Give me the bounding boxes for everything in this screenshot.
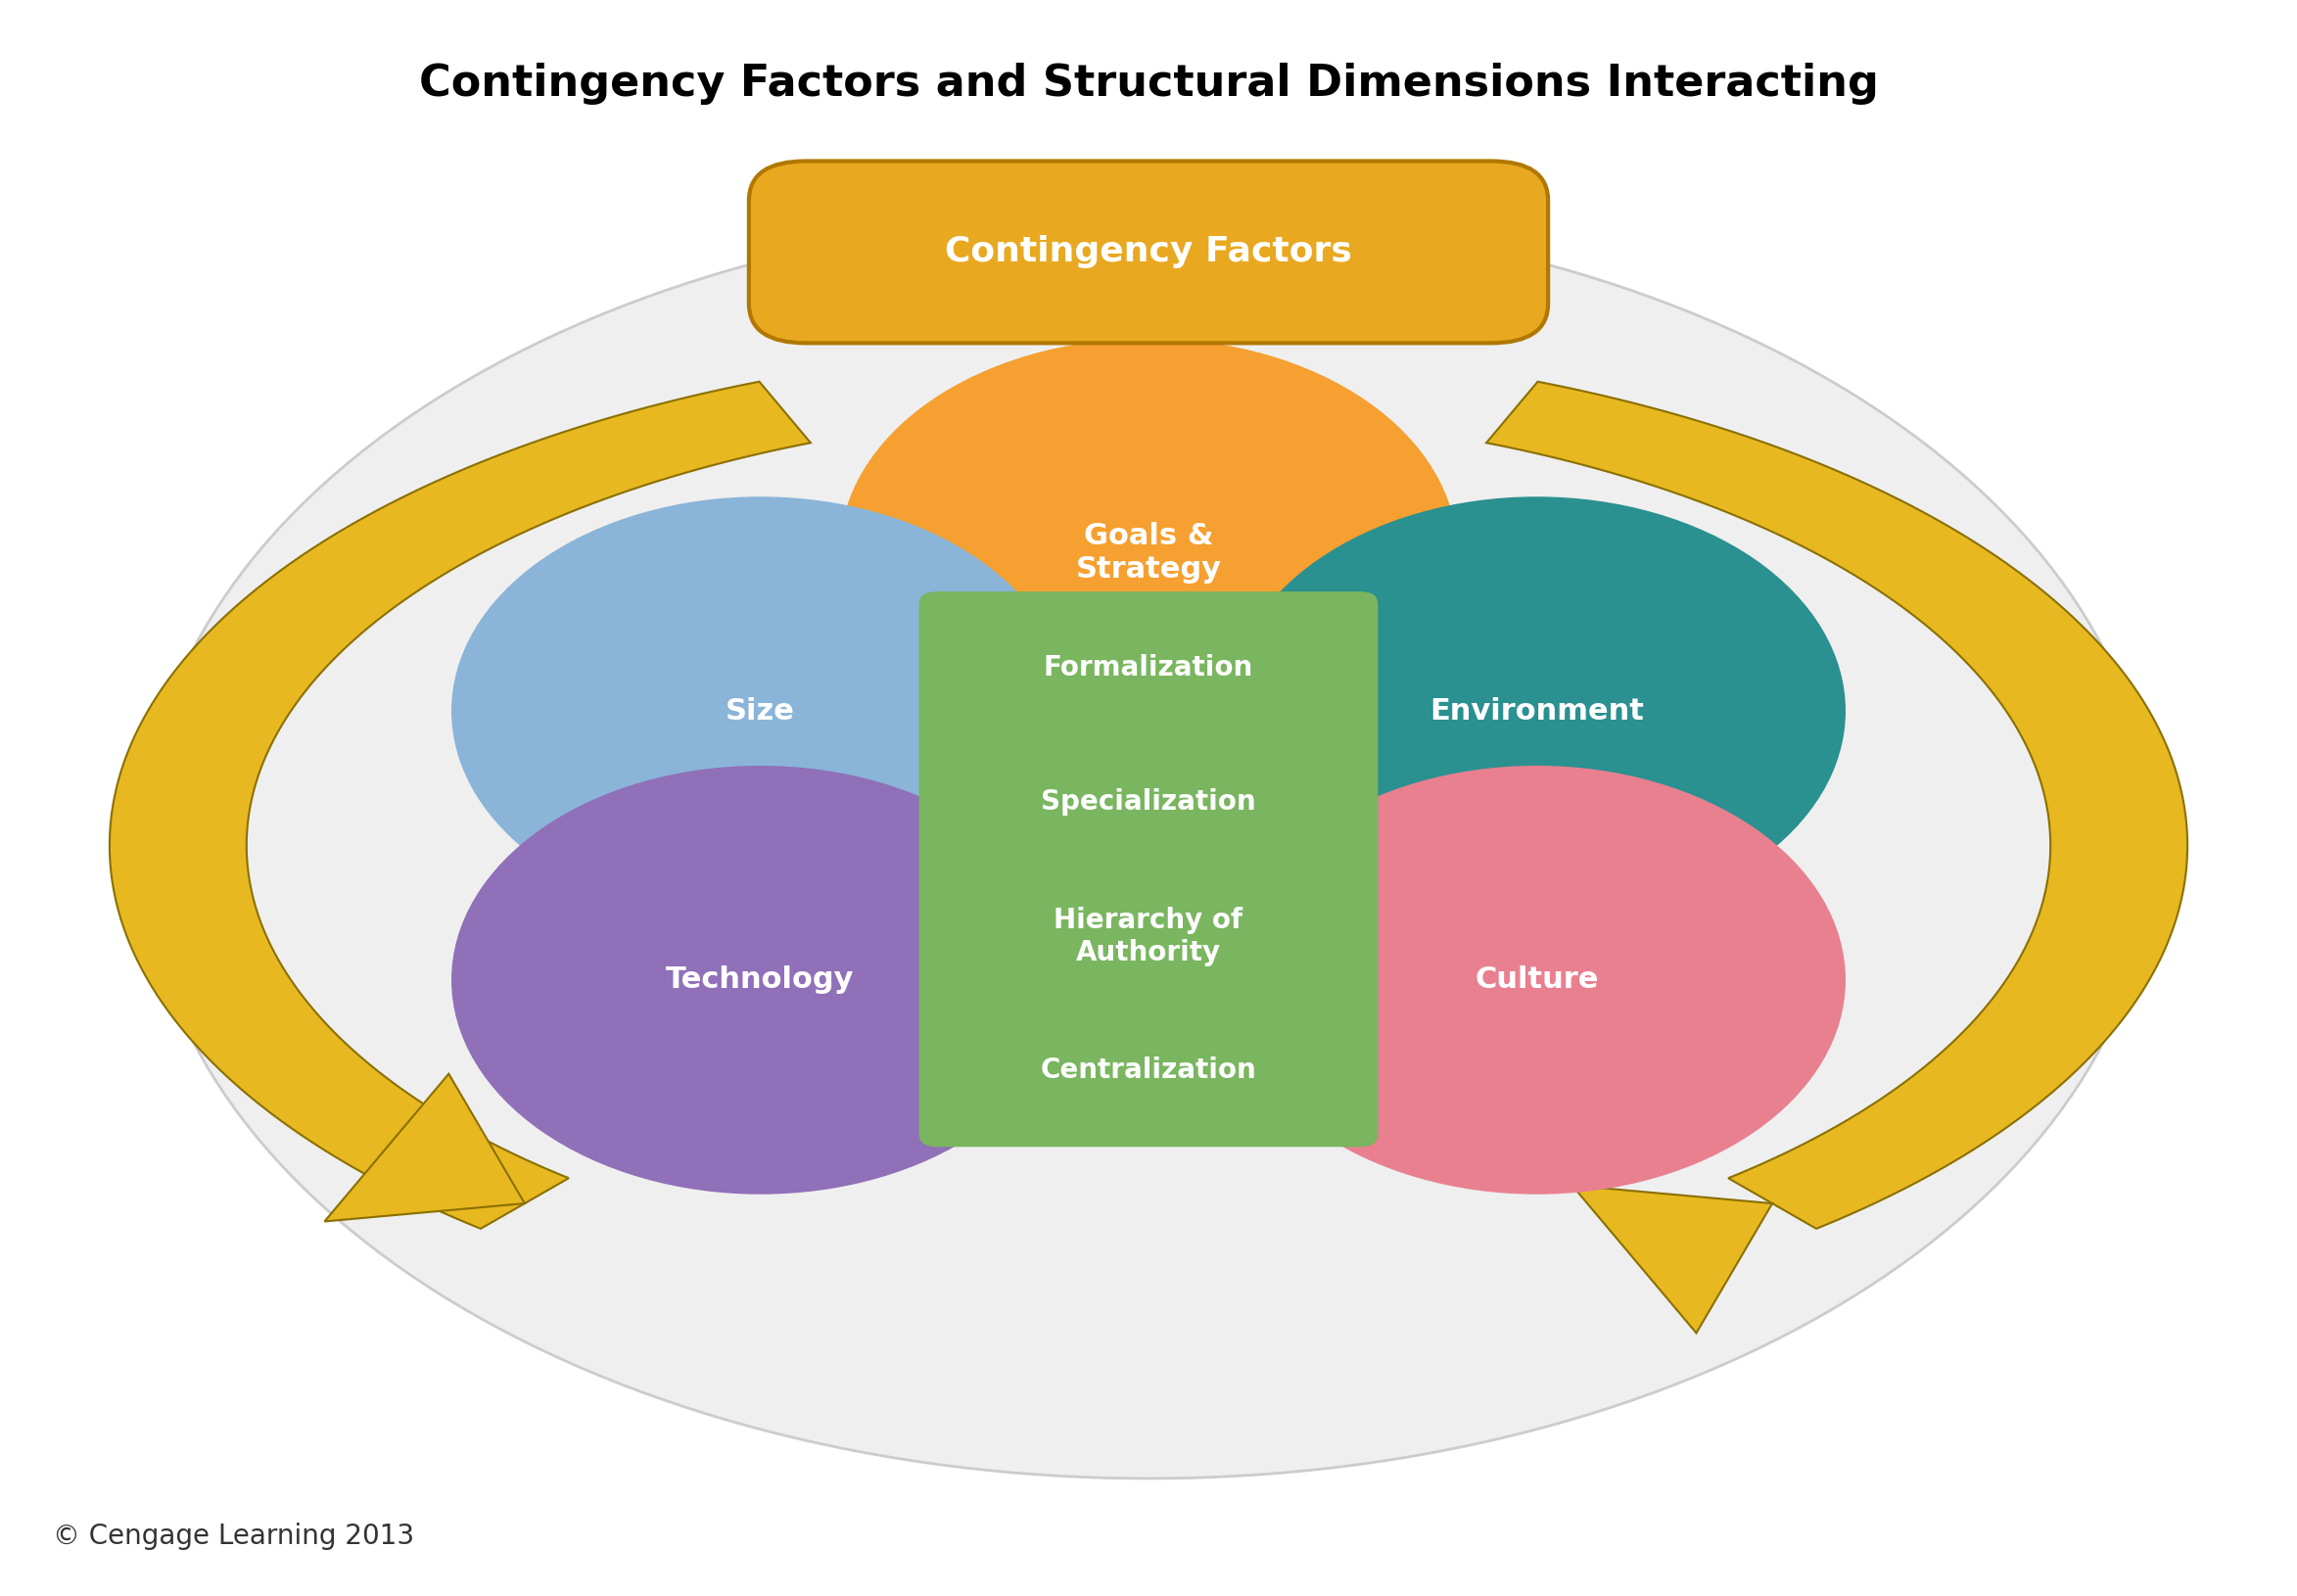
FancyBboxPatch shape [919,592,1378,1148]
FancyBboxPatch shape [749,161,1548,343]
Text: Specialization: Specialization [1041,788,1256,816]
Circle shape [1229,766,1844,1194]
Text: Formalization: Formalization [1043,654,1254,681]
Circle shape [453,766,1068,1194]
Text: Size: Size [726,697,795,725]
Text: © Cengage Learning 2013: © Cengage Learning 2013 [53,1523,413,1550]
Text: Centralization: Centralization [1041,1057,1256,1084]
Polygon shape [1571,1186,1773,1333]
Polygon shape [324,1074,524,1221]
Text: Technology: Technology [666,966,854,994]
Text: Contingency Factors and Structural Dimensions Interacting: Contingency Factors and Structural Dimen… [418,62,1879,104]
Circle shape [841,338,1456,766]
Text: Environment: Environment [1429,697,1645,725]
Text: Goals &
Strategy: Goals & Strategy [1075,522,1222,584]
Text: Hierarchy of
Authority: Hierarchy of Authority [1054,907,1243,966]
Circle shape [453,498,1068,924]
Circle shape [1229,498,1844,924]
Polygon shape [110,381,811,1229]
Polygon shape [1486,381,2187,1229]
Text: Contingency Factors: Contingency Factors [944,236,1353,268]
Ellipse shape [145,212,2152,1478]
Text: Culture: Culture [1475,966,1599,994]
